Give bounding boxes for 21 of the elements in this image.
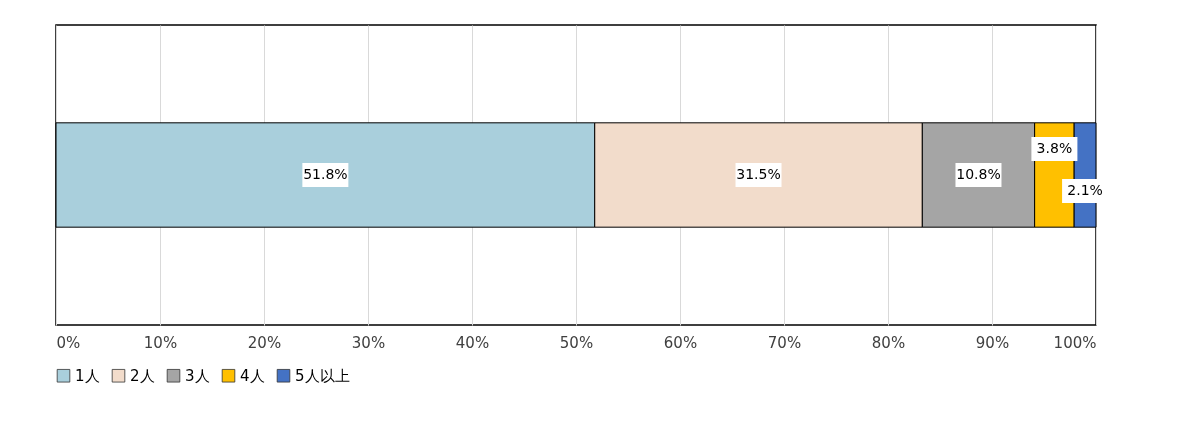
data-label: 2.1%	[1067, 182, 1103, 198]
x-tick-label: 70%	[767, 333, 802, 352]
legend-label: 2人	[130, 366, 155, 385]
x-tick-label: 90%	[975, 333, 1010, 352]
data-label: 31.5%	[736, 166, 781, 182]
legend-label: 4人	[240, 366, 265, 385]
x-tick-label: 20%	[247, 333, 282, 352]
x-tick-label: 0%	[56, 333, 81, 352]
x-tick-label: 40%	[455, 333, 490, 352]
x-tick-label: 10%	[143, 333, 178, 352]
data-label: 10.8%	[956, 166, 1001, 182]
x-tick-label: 30%	[351, 333, 386, 352]
x-tick-label: 80%	[871, 333, 906, 352]
legend-label: 3人	[185, 366, 210, 385]
x-tick-label: 60%	[663, 333, 698, 352]
data-label: 51.8%	[303, 166, 348, 182]
data-label: 3.8%	[1036, 140, 1073, 156]
x-tick-label: 100%	[1053, 333, 1097, 352]
legend-label: 5人以上	[295, 366, 350, 385]
legend-label: 1人	[75, 366, 100, 385]
x-tick-label: 50%	[559, 333, 594, 352]
